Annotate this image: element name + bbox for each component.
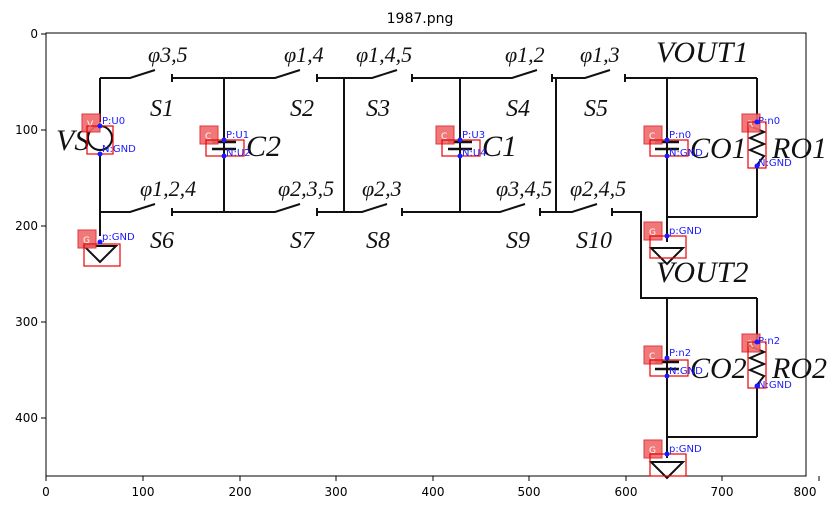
switch-label-s10: S10 <box>576 228 612 254</box>
pin-label: p:GND <box>102 232 135 243</box>
pin-label: N:GND <box>669 148 703 159</box>
pin-label: N:U2 <box>226 148 251 159</box>
phase-label-s10: φ2,4,5 <box>570 176 626 201</box>
tag-label: V <box>87 120 94 130</box>
x-tick-label: 800 <box>794 485 817 499</box>
pin-label: p:GND <box>669 444 702 455</box>
switch-label-s9: S9 <box>506 228 530 254</box>
phase-label-s4: φ1,2 <box>505 42 545 67</box>
phase-label-s1: φ3,5 <box>148 42 188 67</box>
label-c1: C1 <box>482 130 517 163</box>
pin-label: P:U0 <box>102 116 125 127</box>
label-co2: CO2 <box>690 352 747 385</box>
y-tick-label: 100 <box>15 123 38 137</box>
tag-label: C <box>205 132 211 142</box>
tag-label: C <box>649 132 655 142</box>
switch-label-s3: S3 <box>366 96 390 122</box>
label-co1: CO1 <box>690 132 747 165</box>
phase-label-s3: φ1,4,5 <box>356 42 412 67</box>
y-tick-label: 400 <box>15 411 38 425</box>
tag-label: G <box>649 446 656 456</box>
phase-label-s6: φ1,2,4 <box>140 176 196 201</box>
y-tick-label: 300 <box>15 315 38 329</box>
tag-label: G <box>83 236 90 246</box>
ground-icon <box>81 228 119 264</box>
pin-label: N:GND <box>758 158 792 169</box>
pin-label: N:U4 <box>462 148 487 159</box>
label-ro1: RO1 <box>771 132 827 165</box>
x-tick-label: 600 <box>615 485 638 499</box>
x-tick-label: 100 <box>132 485 155 499</box>
x-tick-label: 500 <box>518 485 541 499</box>
pin-label: P:n2 <box>669 348 691 359</box>
pin-label: N:GND <box>102 144 136 155</box>
switch-label-s7: S7 <box>290 228 315 254</box>
switch-label-s5: S5 <box>584 96 608 122</box>
label-ro2: RO2 <box>771 352 827 385</box>
switch-label-s2: S2 <box>290 96 314 122</box>
detection-overlays: V P:U0 N:GND C P:U1 N:U2 C P:U3 N:U4 C P… <box>77 113 792 477</box>
switch-label-s6: S6 <box>150 228 174 254</box>
pin-label: P:n0 <box>669 130 691 141</box>
tag-label: R <box>747 120 753 130</box>
tag-label: C <box>649 352 655 362</box>
pin-label: P:n2 <box>758 336 780 347</box>
tag-label: R <box>747 340 753 350</box>
pin-label: N:GND <box>758 380 792 391</box>
x-tick-label: 300 <box>325 485 348 499</box>
switch-label-s4: S4 <box>506 96 530 122</box>
phase-label-s8: φ2,3 <box>362 176 402 201</box>
label-vout2: VOUT2 <box>656 256 748 289</box>
figure-title: 1987.png <box>387 11 454 27</box>
tag-label: C <box>441 132 447 142</box>
phase-label-s7: φ2,3,5 <box>278 176 334 201</box>
x-tick-label: 0 <box>42 485 50 499</box>
label-c2: C2 <box>246 130 281 163</box>
plot-frame <box>45 32 807 477</box>
phase-label-s9: φ3,4,5 <box>496 176 552 201</box>
y-tick-label: 0 <box>30 27 38 41</box>
y-tick-label: 200 <box>15 219 38 233</box>
label-vout1: VOUT1 <box>656 36 748 69</box>
pin-label: N:GND <box>669 366 703 377</box>
pin-label: P:U3 <box>462 130 485 141</box>
x-tick-label: 200 <box>229 485 252 499</box>
phase-label-s2: φ1,4 <box>284 42 324 67</box>
y-axis: 0 100 200 300 400 <box>15 27 46 425</box>
pin-label: P:U1 <box>226 130 249 141</box>
x-tick-label: 400 <box>422 485 445 499</box>
pin-label: P:n0 <box>758 116 780 127</box>
pin-label: p:GND <box>669 226 702 237</box>
phase-label-s5: φ1,3 <box>580 42 620 67</box>
switch-contacts <box>171 74 626 216</box>
switch-label-s1: S1 <box>150 96 174 122</box>
x-axis: 0 100 200 300 400 500 600 700 800 <box>42 476 820 499</box>
x-tick-label: 700 <box>711 485 734 499</box>
switch-label-s8: S8 <box>366 228 390 254</box>
tag-label: G <box>649 228 656 238</box>
